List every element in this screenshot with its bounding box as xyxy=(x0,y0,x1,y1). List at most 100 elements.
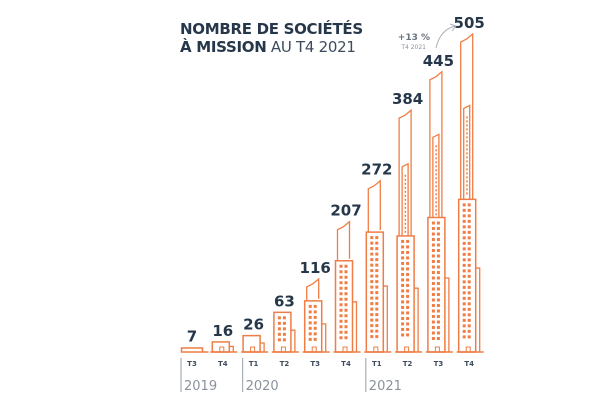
window xyxy=(431,292,435,296)
window xyxy=(467,313,471,317)
window xyxy=(313,337,317,341)
window xyxy=(375,307,379,311)
window xyxy=(435,161,437,164)
window xyxy=(435,185,437,188)
window xyxy=(435,193,437,196)
window xyxy=(466,188,468,191)
window xyxy=(431,336,435,340)
window xyxy=(436,336,440,340)
building-body xyxy=(180,347,204,353)
value-label: 116 xyxy=(300,259,331,277)
window xyxy=(466,176,468,179)
building-door xyxy=(465,346,471,353)
window xyxy=(466,172,468,175)
window xyxy=(308,326,312,330)
window xyxy=(370,302,374,306)
window xyxy=(435,181,437,184)
window xyxy=(339,303,343,307)
window xyxy=(375,302,379,306)
year-label: 2021 xyxy=(369,379,402,394)
window xyxy=(431,237,435,241)
window xyxy=(467,307,471,311)
window xyxy=(313,332,317,336)
window xyxy=(431,314,435,318)
window xyxy=(344,325,348,329)
building-bar xyxy=(456,32,484,353)
window xyxy=(404,202,407,205)
window xyxy=(436,314,440,318)
window xyxy=(435,145,437,148)
window xyxy=(401,239,405,243)
window xyxy=(435,157,437,160)
window xyxy=(406,333,410,337)
window xyxy=(344,281,348,285)
value-label: 16 xyxy=(212,322,233,340)
window xyxy=(308,304,312,308)
window xyxy=(436,243,440,247)
window xyxy=(406,283,410,287)
window xyxy=(435,169,437,172)
window xyxy=(462,274,466,278)
window xyxy=(375,258,379,262)
window xyxy=(462,335,466,339)
building-mid-tower xyxy=(463,104,471,200)
window xyxy=(375,252,379,256)
building-door xyxy=(219,346,225,353)
window xyxy=(435,209,437,212)
window xyxy=(431,221,435,225)
window xyxy=(462,269,466,273)
window xyxy=(435,153,437,156)
window xyxy=(467,252,471,256)
window xyxy=(467,263,471,267)
quarter-label: T4 xyxy=(341,360,351,368)
value-label: 7 xyxy=(187,328,197,346)
window xyxy=(436,325,440,329)
quarter-label: T3 xyxy=(187,360,197,368)
quarter-label: T4 xyxy=(218,360,228,368)
building-mid-tower xyxy=(401,162,409,236)
window xyxy=(404,190,407,193)
window xyxy=(467,247,471,251)
window xyxy=(406,250,410,254)
window xyxy=(375,280,379,284)
value-label: 272 xyxy=(361,161,392,179)
value-label: 63 xyxy=(274,292,295,310)
window xyxy=(339,292,343,296)
window xyxy=(466,152,468,155)
window xyxy=(339,264,343,268)
window xyxy=(375,313,379,317)
growth-arrow-icon xyxy=(435,25,456,49)
window xyxy=(308,337,312,341)
buildings-layer xyxy=(180,32,484,353)
window xyxy=(435,197,437,200)
window xyxy=(467,324,471,328)
window xyxy=(436,287,440,291)
window xyxy=(435,189,437,192)
window xyxy=(406,316,410,320)
window xyxy=(467,274,471,278)
window xyxy=(436,265,440,269)
window xyxy=(406,256,410,260)
window xyxy=(282,321,286,325)
building-spire xyxy=(336,220,351,261)
window xyxy=(462,219,466,223)
window xyxy=(436,292,440,296)
window xyxy=(431,331,435,335)
window xyxy=(435,165,437,168)
window xyxy=(406,278,410,282)
window xyxy=(404,226,407,229)
window xyxy=(401,278,405,282)
window xyxy=(339,270,343,274)
window xyxy=(370,285,374,289)
value-label: 384 xyxy=(392,90,423,108)
window xyxy=(370,296,374,300)
year-label: 2019 xyxy=(184,379,217,394)
window xyxy=(344,336,348,340)
window xyxy=(436,331,440,335)
window xyxy=(467,208,471,212)
building-mid-tower xyxy=(432,133,440,218)
window xyxy=(467,214,471,218)
window xyxy=(462,280,466,284)
value-labels-layer: 7 16 26 63 116 207 272 384 445 505 xyxy=(187,14,485,346)
window xyxy=(370,324,374,328)
